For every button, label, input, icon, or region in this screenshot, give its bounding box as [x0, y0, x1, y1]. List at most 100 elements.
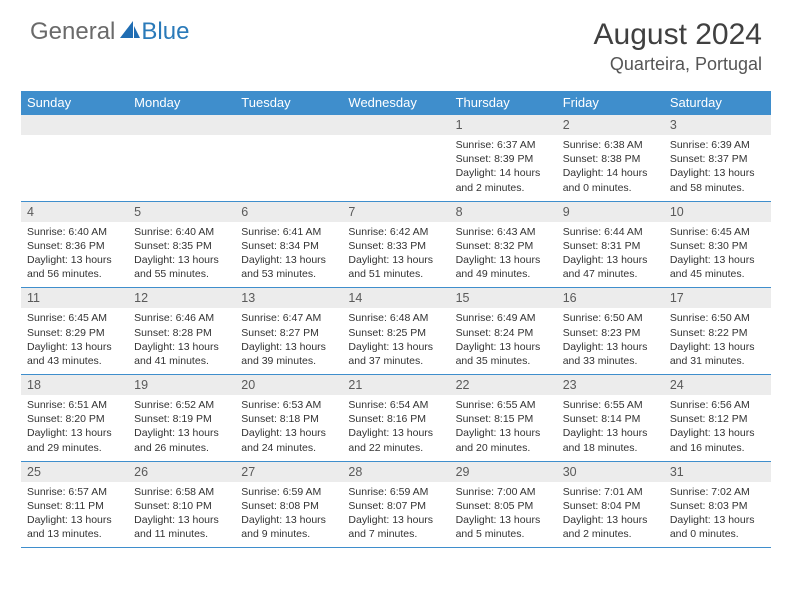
sunset-text: Sunset: 8:38 PM: [563, 152, 658, 166]
weeks-container: 123Sunrise: 6:37 AMSunset: 8:39 PMDaylig…: [21, 114, 771, 548]
day-details: Sunrise: 6:59 AMSunset: 8:07 PMDaylight:…: [342, 482, 449, 548]
day-number: 13: [235, 288, 342, 308]
daylight-text: Daylight: 13 hours and 13 minutes.: [27, 513, 122, 541]
day-number: 18: [21, 375, 128, 395]
day-number: 29: [450, 462, 557, 482]
sunset-text: Sunset: 8:11 PM: [27, 499, 122, 513]
day-number: 26: [128, 462, 235, 482]
daylight-text: Daylight: 13 hours and 9 minutes.: [241, 513, 336, 541]
day-number: 22: [450, 375, 557, 395]
daylight-text: Daylight: 13 hours and 35 minutes.: [456, 340, 551, 368]
sunset-text: Sunset: 8:08 PM: [241, 499, 336, 513]
day-details-row: Sunrise: 6:45 AMSunset: 8:29 PMDaylight:…: [21, 308, 771, 374]
sunset-text: Sunset: 8:25 PM: [348, 326, 443, 340]
sunset-text: Sunset: 8:22 PM: [670, 326, 765, 340]
daylight-text: Daylight: 13 hours and 22 minutes.: [348, 426, 443, 454]
sunset-text: Sunset: 8:05 PM: [456, 499, 551, 513]
sunrise-text: Sunrise: 6:47 AM: [241, 311, 336, 325]
daylight-text: Daylight: 13 hours and 45 minutes.: [670, 253, 765, 281]
day-number: 6: [235, 202, 342, 222]
daylight-text: Daylight: 13 hours and 18 minutes.: [563, 426, 658, 454]
day-number: 10: [664, 202, 771, 222]
day-number: 27: [235, 462, 342, 482]
daylight-text: Daylight: 13 hours and 39 minutes.: [241, 340, 336, 368]
day-number: 7: [342, 202, 449, 222]
sunrise-text: Sunrise: 6:59 AM: [241, 485, 336, 499]
sunrise-text: Sunrise: 6:48 AM: [348, 311, 443, 325]
daylight-text: Daylight: 13 hours and 53 minutes.: [241, 253, 336, 281]
calendar: SundayMondayTuesdayWednesdayThursdayFrid…: [21, 91, 771, 548]
day-details: Sunrise: 6:41 AMSunset: 8:34 PMDaylight:…: [235, 222, 342, 288]
day-details: Sunrise: 7:00 AMSunset: 8:05 PMDaylight:…: [450, 482, 557, 548]
day-details: Sunrise: 6:37 AMSunset: 8:39 PMDaylight:…: [450, 135, 557, 201]
sunset-text: Sunset: 8:39 PM: [456, 152, 551, 166]
daylight-text: Daylight: 13 hours and 26 minutes.: [134, 426, 229, 454]
day-number: [235, 115, 342, 135]
day-number: 5: [128, 202, 235, 222]
week-block: 11121314151617Sunrise: 6:45 AMSunset: 8:…: [21, 287, 771, 374]
day-number: 19: [128, 375, 235, 395]
day-details: [342, 135, 449, 201]
day-details: Sunrise: 6:45 AMSunset: 8:30 PMDaylight:…: [664, 222, 771, 288]
day-number: 2: [557, 115, 664, 135]
sail-icon: [119, 20, 141, 45]
day-number: 31: [664, 462, 771, 482]
sunrise-text: Sunrise: 6:58 AM: [134, 485, 229, 499]
day-header-cell: Sunday: [21, 91, 128, 114]
day-number-row: 18192021222324: [21, 375, 771, 395]
day-number-row: 25262728293031: [21, 462, 771, 482]
sunrise-text: Sunrise: 6:45 AM: [670, 225, 765, 239]
day-details: Sunrise: 6:48 AMSunset: 8:25 PMDaylight:…: [342, 308, 449, 374]
sunset-text: Sunset: 8:20 PM: [27, 412, 122, 426]
sunrise-text: Sunrise: 6:41 AM: [241, 225, 336, 239]
day-details: Sunrise: 6:58 AMSunset: 8:10 PMDaylight:…: [128, 482, 235, 548]
day-number: 14: [342, 288, 449, 308]
sunset-text: Sunset: 8:07 PM: [348, 499, 443, 513]
daylight-text: Daylight: 13 hours and 11 minutes.: [134, 513, 229, 541]
sunrise-text: Sunrise: 6:51 AM: [27, 398, 122, 412]
sunrise-text: Sunrise: 6:38 AM: [563, 138, 658, 152]
sunrise-text: Sunrise: 6:49 AM: [456, 311, 551, 325]
day-details: Sunrise: 6:53 AMSunset: 8:18 PMDaylight:…: [235, 395, 342, 461]
sunset-text: Sunset: 8:35 PM: [134, 239, 229, 253]
day-number: 21: [342, 375, 449, 395]
sunrise-text: Sunrise: 6:55 AM: [563, 398, 658, 412]
sunset-text: Sunset: 8:32 PM: [456, 239, 551, 253]
day-details: Sunrise: 6:54 AMSunset: 8:16 PMDaylight:…: [342, 395, 449, 461]
day-details: Sunrise: 6:50 AMSunset: 8:23 PMDaylight:…: [557, 308, 664, 374]
daylight-text: Daylight: 13 hours and 49 minutes.: [456, 253, 551, 281]
day-details-row: Sunrise: 6:37 AMSunset: 8:39 PMDaylight:…: [21, 135, 771, 201]
sunset-text: Sunset: 8:19 PM: [134, 412, 229, 426]
sunrise-text: Sunrise: 6:59 AM: [348, 485, 443, 499]
sunset-text: Sunset: 8:36 PM: [27, 239, 122, 253]
day-details: [21, 135, 128, 201]
month-title: August 2024: [594, 18, 762, 52]
logo-text-blue: Blue: [141, 18, 189, 46]
day-details: Sunrise: 6:43 AMSunset: 8:32 PMDaylight:…: [450, 222, 557, 288]
day-header-cell: Monday: [128, 91, 235, 114]
sunrise-text: Sunrise: 6:43 AM: [456, 225, 551, 239]
day-number: 16: [557, 288, 664, 308]
sunrise-text: Sunrise: 6:40 AM: [27, 225, 122, 239]
day-number-row: 45678910: [21, 202, 771, 222]
sunset-text: Sunset: 8:31 PM: [563, 239, 658, 253]
sunset-text: Sunset: 8:15 PM: [456, 412, 551, 426]
sunrise-text: Sunrise: 6:50 AM: [563, 311, 658, 325]
sunrise-text: Sunrise: 6:53 AM: [241, 398, 336, 412]
day-number: 12: [128, 288, 235, 308]
day-number: 24: [664, 375, 771, 395]
daylight-text: Daylight: 13 hours and 31 minutes.: [670, 340, 765, 368]
sunrise-text: Sunrise: 7:02 AM: [670, 485, 765, 499]
daylight-text: Daylight: 13 hours and 37 minutes.: [348, 340, 443, 368]
daylight-text: Daylight: 13 hours and 58 minutes.: [670, 166, 765, 194]
week-block: 123Sunrise: 6:37 AMSunset: 8:39 PMDaylig…: [21, 114, 771, 201]
daylight-text: Daylight: 13 hours and 55 minutes.: [134, 253, 229, 281]
daylight-text: Daylight: 13 hours and 47 minutes.: [563, 253, 658, 281]
sunrise-text: Sunrise: 6:39 AM: [670, 138, 765, 152]
day-header-cell: Saturday: [664, 91, 771, 114]
day-details: Sunrise: 6:55 AMSunset: 8:15 PMDaylight:…: [450, 395, 557, 461]
sunset-text: Sunset: 8:28 PM: [134, 326, 229, 340]
day-number: 9: [557, 202, 664, 222]
sunset-text: Sunset: 8:16 PM: [348, 412, 443, 426]
sunset-text: Sunset: 8:30 PM: [670, 239, 765, 253]
